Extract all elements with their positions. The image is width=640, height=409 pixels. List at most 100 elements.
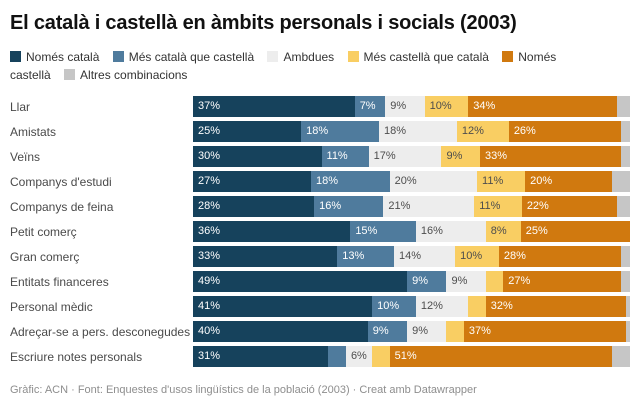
bar-segment: 9% xyxy=(441,146,481,167)
bar-segment xyxy=(468,296,486,317)
footer-note: Gràfic: ACN · Font: Enquestes d'usos lin… xyxy=(10,384,477,396)
bar-segment xyxy=(621,146,630,167)
bar-segment: 12% xyxy=(415,296,469,317)
segment-value-label: 32% xyxy=(490,300,513,312)
bar-segment: 18% xyxy=(379,121,457,142)
bar-segment: 11% xyxy=(321,146,369,167)
bar-segment: 9% xyxy=(407,321,447,342)
segment-value-label: 16% xyxy=(319,200,342,212)
row-label: Adreçar-se a pers. desconegudes xyxy=(10,324,191,339)
legend: Només català Més català que castellà Amb… xyxy=(10,48,610,84)
segment-value-label: 13% xyxy=(342,250,365,262)
segment-value-label: 8% xyxy=(490,225,507,237)
legend-label: Només català xyxy=(26,50,100,64)
bar-segment: 33% xyxy=(480,146,622,167)
segment-value-label: 22% xyxy=(526,200,549,212)
segment-value-label: 9% xyxy=(446,150,463,162)
chart-row: Companys de feina 28% 16% 21% 11% 22% xyxy=(10,196,630,217)
segment-value-label: 28% xyxy=(503,250,526,262)
bar-segment: 9% xyxy=(385,96,425,117)
segment-value-label: 9% xyxy=(451,275,468,287)
row-label: Amistats xyxy=(10,124,57,139)
segment-value-label: 28% xyxy=(198,200,221,212)
bar-segment: 14% xyxy=(394,246,456,267)
bar: 36% 15% 16% 8% 25% xyxy=(193,221,630,242)
bar-segment: 7% xyxy=(354,96,386,117)
bar-segment xyxy=(625,296,630,317)
bar-segment: 12% xyxy=(456,121,509,142)
chart-row: Llar 37% 7% 9% 10% 34% xyxy=(10,96,630,117)
bar-segment xyxy=(621,121,630,142)
segment-value-label: 9% xyxy=(412,275,429,287)
legend-swatch xyxy=(10,51,21,62)
bar-segment: 10% xyxy=(455,246,499,267)
row-label: Veïns xyxy=(10,149,41,164)
segment-value-label: 26% xyxy=(513,125,536,137)
chart-row: Personal mèdic 41% 10% 12% 32% xyxy=(10,296,630,317)
segment-value-label: 11% xyxy=(479,200,501,212)
legend-swatch xyxy=(502,51,514,62)
bar-segment: 20% xyxy=(389,171,478,192)
chart-row: Escriure notes personals 31% 6% 51% xyxy=(10,346,630,367)
bar-segment: 40% xyxy=(193,321,368,342)
row-label: Gran comerç xyxy=(10,249,80,264)
segment-value-label: 11% xyxy=(482,175,504,187)
segment-value-label: 51% xyxy=(394,350,417,362)
segment-value-label: 18% xyxy=(384,125,407,137)
segment-value-label: 36% xyxy=(198,225,221,237)
bar-segment: 11% xyxy=(474,196,522,217)
bar: 49% 9% 9% 27% xyxy=(193,271,630,292)
segment-value-label: 14% xyxy=(399,250,422,262)
bar-segment: 51% xyxy=(389,346,613,367)
segment-value-label: 25% xyxy=(525,225,548,237)
bar-segment xyxy=(446,321,464,342)
bar: 31% 6% 51% xyxy=(193,346,630,367)
bar-segment: 28% xyxy=(498,246,622,267)
segment-value-label: 12% xyxy=(461,125,484,137)
segment-value-label: 37% xyxy=(468,325,491,337)
bar-segment: 25% xyxy=(193,121,302,142)
bar-segment xyxy=(485,271,504,292)
segment-value-label: 7% xyxy=(359,100,376,112)
bar: 27% 18% 20% 11% 20% xyxy=(193,171,630,192)
segment-value-label: 37% xyxy=(198,100,221,112)
legend-item: Només castellà xyxy=(10,50,556,82)
segment-value-label: 41% xyxy=(198,300,221,312)
bar-segment: 15% xyxy=(350,221,416,242)
bar-segment: 34% xyxy=(468,96,617,117)
legend-swatch xyxy=(112,51,124,62)
segment-value-label: 17% xyxy=(373,150,396,162)
chart-row: Gran comerç 33% 13% 14% 10% 28% xyxy=(10,246,630,267)
bar-segment: 37% xyxy=(463,321,626,342)
bar-segment: 11% xyxy=(477,171,526,192)
segment-value-label: 10% xyxy=(429,100,452,112)
legend-swatch xyxy=(267,51,279,62)
segment-value-label: 11% xyxy=(326,150,348,162)
chart-row: Petit comerç 36% 15% 16% 8% 25% xyxy=(10,221,630,242)
bar-segment: 31% xyxy=(193,346,329,367)
segment-value-label: 12% xyxy=(420,300,443,312)
legend-label: Només castellà xyxy=(10,50,557,82)
bar-segment: 36% xyxy=(193,221,351,242)
bar-segment: 27% xyxy=(503,271,622,292)
legend-item: Només català xyxy=(10,50,99,64)
bar-segment: 13% xyxy=(337,246,394,267)
bar-segment: 6% xyxy=(345,346,373,367)
segment-value-label: 30% xyxy=(198,150,221,162)
segment-value-label: 18% xyxy=(315,175,339,187)
bar: 25% 18% 18% 12% 26% xyxy=(193,121,630,142)
segment-value-label: 10% xyxy=(460,250,483,262)
chart-row: Veïns 30% 11% 17% 9% 33% xyxy=(10,146,630,167)
bar: 30% 11% 17% 9% 33% xyxy=(193,146,630,167)
segment-value-label: 21% xyxy=(388,200,411,212)
bar-segment xyxy=(372,346,390,367)
bar-segment: 26% xyxy=(508,121,622,142)
row-label: Companys d'estudi xyxy=(10,174,112,189)
legend-label: Ambdues xyxy=(283,50,335,64)
bar-segment: 27% xyxy=(193,171,311,192)
row-label: Escriure notes personals xyxy=(10,349,143,364)
row-label: Llar xyxy=(10,99,31,114)
bar-segment: 9% xyxy=(446,271,486,292)
segment-value-label: 34% xyxy=(473,100,496,112)
bar: 33% 13% 14% 10% 28% xyxy=(193,246,630,267)
